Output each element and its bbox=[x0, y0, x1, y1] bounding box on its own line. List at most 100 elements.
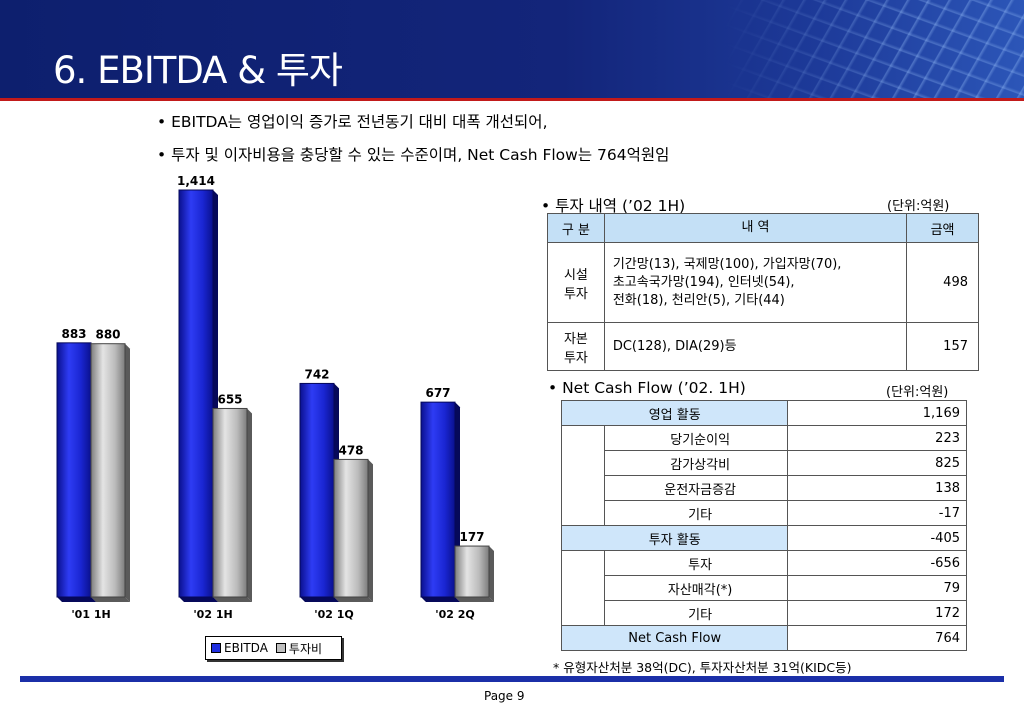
detail-line: 기간망(13), 국제망(100), 가입자망(70), bbox=[612, 256, 842, 272]
investment-bar bbox=[454, 545, 490, 598]
table-row: 자산매각(*) 79 bbox=[562, 575, 967, 601]
bar-value-label: 880 bbox=[95, 328, 120, 342]
investment-bar bbox=[212, 407, 248, 598]
category-line: 자본 bbox=[563, 331, 588, 347]
detail-line: 전화(18), 천리안(5), 기타(44) bbox=[612, 292, 785, 308]
bar-shadow bbox=[300, 597, 339, 602]
cashflow-table: 영업 활동 1,169 당기순이익 223 감가상각비 825 운전자금증감 1… bbox=[560, 400, 967, 651]
bar-shadow bbox=[421, 597, 460, 602]
chart-legend: EBITDA 투자비 bbox=[205, 636, 342, 660]
bar-value-label: 677 bbox=[425, 386, 450, 400]
bar-shadow bbox=[455, 597, 494, 602]
row-value: 79 bbox=[787, 575, 967, 601]
row-label: 감가상각비 bbox=[603, 450, 789, 476]
row-label: 자산매각(*) bbox=[603, 575, 789, 601]
summary-bullet-cashflow: • 투자 및 이자비용을 충당할 수 있는 수준이며, Net Cash Flo… bbox=[157, 146, 670, 164]
bar-value-label: 883 bbox=[61, 327, 86, 341]
table-row: 영업 활동 1,169 bbox=[560, 400, 967, 426]
header-amount: 금액 bbox=[906, 213, 979, 243]
row-value: 223 bbox=[787, 425, 967, 451]
x-axis-tick-label: '02 1H bbox=[193, 608, 232, 621]
row-label: 운전자금증감 bbox=[603, 475, 789, 501]
investment-bar bbox=[90, 343, 126, 598]
table-row: Net Cash Flow 764 bbox=[560, 625, 967, 651]
ebitda-bar bbox=[299, 382, 335, 598]
banner-grid-decoration bbox=[724, 0, 1024, 98]
bar-shadow bbox=[125, 343, 130, 602]
row-label: 기타 bbox=[603, 500, 789, 526]
bar-value-label: 1,414 bbox=[177, 174, 215, 188]
footnote: * 유형자산처분 38억(DC), 투자자산처분 31억(KIDC등) bbox=[553, 660, 852, 675]
table-row: 당기순이익 223 bbox=[561, 425, 967, 526]
investment-header-row: 구 분 내 역 금액 bbox=[547, 213, 979, 243]
bar-shadow bbox=[57, 597, 96, 602]
operating-activity-label: 영업 활동 bbox=[560, 400, 789, 426]
investment-unit-note: (단위:억원) bbox=[887, 199, 950, 214]
category-line: 투자 bbox=[563, 350, 588, 366]
ebitda-bar bbox=[178, 189, 214, 598]
operating-activity-value: 1,169 bbox=[787, 400, 967, 426]
row-label: 투자 bbox=[603, 550, 789, 576]
legend-swatch-ebitda bbox=[211, 643, 221, 653]
page-title: 6. EBITDA & 투자 bbox=[53, 49, 343, 92]
x-axis-tick-label: '02 1Q bbox=[314, 608, 354, 621]
ebitda-investment-chart: 883 880 1,414 655 742 478 677 177 '01 1H '02 1H '… bbox=[56, 174, 494, 621]
table-row: 시설 투자 기간망(13), 국제망(100), 가입자망(70), 초고속국가… bbox=[547, 242, 979, 323]
investment-table: 구 분 내 역 금액 시설 투자 기간망(13), 국제망(100), 가입자망… bbox=[547, 213, 979, 371]
investing-activity-value: -405 bbox=[787, 525, 967, 551]
table-row: 기타 172 bbox=[562, 600, 967, 626]
row-label: 기타 bbox=[603, 600, 789, 626]
indent-cell bbox=[561, 425, 605, 526]
x-axis-tick-label: '02 2Q bbox=[435, 608, 475, 621]
bar-value-label: 177 bbox=[459, 530, 484, 544]
investment-bar bbox=[333, 458, 369, 598]
category-cell: 자본 투자 bbox=[547, 322, 605, 371]
amount-cell: 498 bbox=[906, 242, 979, 323]
page-number: Page 9 bbox=[484, 689, 525, 703]
bar-shadow bbox=[91, 597, 130, 602]
bar-value-label: 655 bbox=[217, 392, 242, 406]
footer-divider bbox=[20, 676, 1004, 682]
header-divider bbox=[0, 98, 1024, 101]
row-value: 825 bbox=[787, 450, 967, 476]
bar-value-label: 742 bbox=[304, 367, 329, 381]
ebitda-bar bbox=[420, 401, 456, 598]
header-category: 구 분 bbox=[547, 213, 605, 243]
category-line: 투자 bbox=[563, 286, 588, 302]
summary-bullet-ebitda: • EBITDA는 영업이익 증가로 전년동기 대비 대폭 개선되어, bbox=[157, 113, 548, 131]
legend-label-ebitda: EBITDA bbox=[224, 641, 268, 655]
row-value: -656 bbox=[787, 550, 967, 576]
detail-line: 초고속국가망(194), 인터넷(54), bbox=[612, 274, 795, 290]
investment-section-title: • 투자 내역 (’02 1H) bbox=[541, 197, 686, 215]
ebitda-bar bbox=[56, 342, 92, 598]
bar-shadow bbox=[489, 546, 494, 602]
detail-cell: 기간망(13), 국제망(100), 가입자망(70), 초고속국가망(194)… bbox=[603, 242, 908, 323]
cashflow-unit-note: (단위:억원) bbox=[886, 385, 949, 400]
amount-cell: 157 bbox=[906, 322, 979, 371]
table-row: 운전자금증감 138 bbox=[562, 475, 967, 501]
bar-shadow bbox=[213, 597, 252, 602]
header-detail: 내 역 bbox=[603, 213, 908, 243]
net-cash-flow-value: 764 bbox=[787, 625, 967, 651]
x-axis-tick-label: '01 1H bbox=[71, 608, 110, 621]
row-value: -17 bbox=[787, 500, 967, 526]
detail-cell: DC(128), DIA(29)등 bbox=[603, 322, 908, 371]
row-label: 당기순이익 bbox=[603, 425, 789, 451]
net-cash-flow-label: Net Cash Flow bbox=[560, 625, 789, 651]
row-value: 138 bbox=[787, 475, 967, 501]
legend-swatch-investment bbox=[275, 643, 286, 653]
legend-label-investment: 투자비 bbox=[288, 641, 323, 656]
category-line: 시설 bbox=[563, 267, 588, 283]
bar-value-label: 478 bbox=[338, 443, 363, 457]
table-row: 기타 -17 bbox=[562, 500, 967, 526]
investing-activity-label: 투자 활동 bbox=[560, 525, 789, 551]
table-row: 투자 -656 bbox=[561, 550, 967, 626]
row-value: 172 bbox=[787, 600, 967, 626]
table-row: 투자 활동 -405 bbox=[560, 525, 967, 551]
bar-shadow bbox=[334, 597, 373, 602]
table-row: 자본 투자 DC(128), DIA(29)등 157 bbox=[547, 322, 979, 371]
detail-line: DC(128), DIA(29)등 bbox=[612, 338, 737, 354]
category-cell: 시설 투자 bbox=[547, 242, 605, 323]
bar-shadow bbox=[179, 597, 218, 602]
indent-cell bbox=[561, 550, 605, 626]
